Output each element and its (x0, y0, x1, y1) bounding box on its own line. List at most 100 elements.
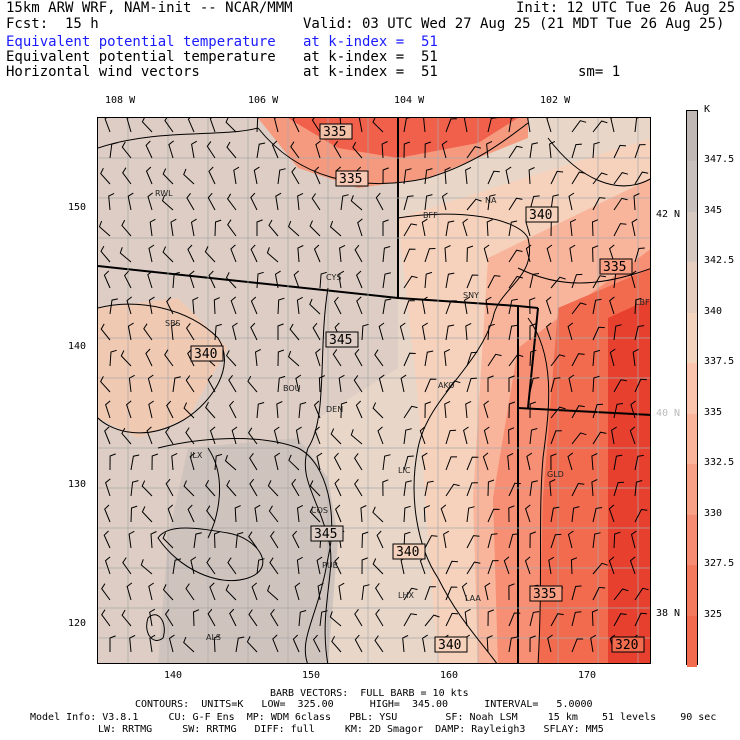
wind-barb (171, 322, 178, 341)
wind-barb (486, 140, 493, 159)
wind-barb (592, 431, 607, 445)
wind-barb (226, 193, 237, 211)
wind-barb (483, 244, 490, 263)
wind-barb (372, 118, 384, 133)
wind-barb (485, 296, 492, 315)
wind-barb (483, 400, 490, 419)
wind-barb (213, 635, 220, 653)
wind-barb (271, 140, 279, 159)
wind-barb (288, 350, 300, 367)
colorbar-segment (687, 413, 697, 466)
wind-barb (122, 167, 132, 185)
wind-barb (529, 635, 536, 653)
svg-text:335: 335 (603, 260, 626, 275)
wind-barb (591, 219, 599, 237)
wind-barb (634, 508, 648, 523)
wind-barb (148, 400, 154, 419)
wind-barb (315, 140, 321, 159)
wind-barb (550, 453, 557, 471)
wind-barb (167, 504, 174, 523)
wind-barb (147, 270, 153, 289)
wind-barb (508, 583, 515, 601)
wind-barb (99, 376, 111, 393)
wind-barb (314, 426, 321, 445)
contour-label: 340 (434, 636, 468, 653)
wind-barb (591, 609, 599, 627)
wind-barb (294, 582, 301, 601)
wind-barb (527, 118, 531, 133)
wind-barb (550, 533, 562, 549)
wind-barb (610, 118, 615, 133)
wind-barb (466, 274, 479, 289)
wind-barb (375, 192, 384, 211)
wind-barb (105, 478, 111, 497)
wind-barb (466, 506, 475, 523)
wind-barb (403, 275, 418, 289)
wind-barb (529, 195, 540, 211)
wind-barb (508, 197, 523, 211)
wind-barb (183, 402, 195, 419)
wind-barb (128, 374, 135, 393)
wind-barb (319, 610, 328, 627)
wind-barb (424, 168, 433, 185)
wind-barb (334, 556, 342, 575)
wind-barb (207, 192, 216, 211)
wind-barb (487, 353, 502, 367)
wind-barb (332, 349, 342, 367)
wind-barb (634, 247, 645, 263)
wind-barb (226, 141, 237, 159)
lat-label: 40 N (656, 408, 681, 419)
wind-barb (590, 634, 597, 653)
wind-barb (272, 634, 279, 653)
wind-barb (329, 611, 342, 627)
wind-barb (613, 197, 628, 211)
wind-barb (208, 270, 216, 289)
wind-barb (487, 609, 494, 627)
wind-barb (225, 272, 237, 289)
wind-barb (289, 323, 300, 341)
wind-barb (225, 584, 237, 601)
wind-barb (484, 582, 491, 601)
wind-barb (421, 218, 428, 237)
wind-barb (329, 220, 342, 237)
wind-barb (291, 166, 300, 185)
wind-barb (172, 558, 182, 575)
wind-barb (524, 556, 531, 575)
colorbar-tick-label: 327.5 (704, 558, 735, 570)
wind-barb (487, 479, 495, 497)
wind-barb (296, 504, 304, 523)
wind-barb (295, 374, 302, 393)
wind-barb (256, 219, 263, 236)
wind-barb (592, 375, 600, 393)
wind-barb (292, 634, 300, 653)
wind-barb (629, 556, 636, 575)
x-label: 140 (164, 670, 183, 681)
wind-barb (443, 348, 451, 367)
wind-barb (130, 505, 138, 523)
svg-text:345: 345 (314, 527, 337, 542)
wind-barb (444, 245, 451, 263)
wind-barb (466, 561, 481, 575)
wind-barb (592, 275, 606, 289)
wind-barb (206, 141, 216, 159)
wind-barb (291, 478, 300, 497)
wind-barb (508, 612, 521, 627)
wind-barb (424, 378, 437, 393)
wind-barb (254, 504, 261, 523)
wind-barb (549, 479, 556, 497)
wind-barb (104, 118, 111, 133)
wind-barb (361, 557, 368, 575)
wind-barb (148, 582, 154, 601)
wind-barb (103, 530, 111, 549)
init-time: Init: 12 UTC Tue 26 Aug 25 (516, 0, 736, 16)
wind-barb (247, 427, 258, 445)
wind-barb (213, 531, 221, 549)
wind-barb (318, 375, 326, 393)
lon-label: 104 W (394, 95, 425, 106)
wind-barb (224, 455, 237, 471)
wind-barb (150, 531, 157, 549)
wind-barb (130, 454, 140, 471)
wind-barb (634, 612, 647, 627)
station-labels: RWL BFF NA CYS SNY SBS BOU DEN AKO ILX L… (155, 189, 650, 642)
colorbar-tick-label: 342.5 (704, 255, 735, 267)
